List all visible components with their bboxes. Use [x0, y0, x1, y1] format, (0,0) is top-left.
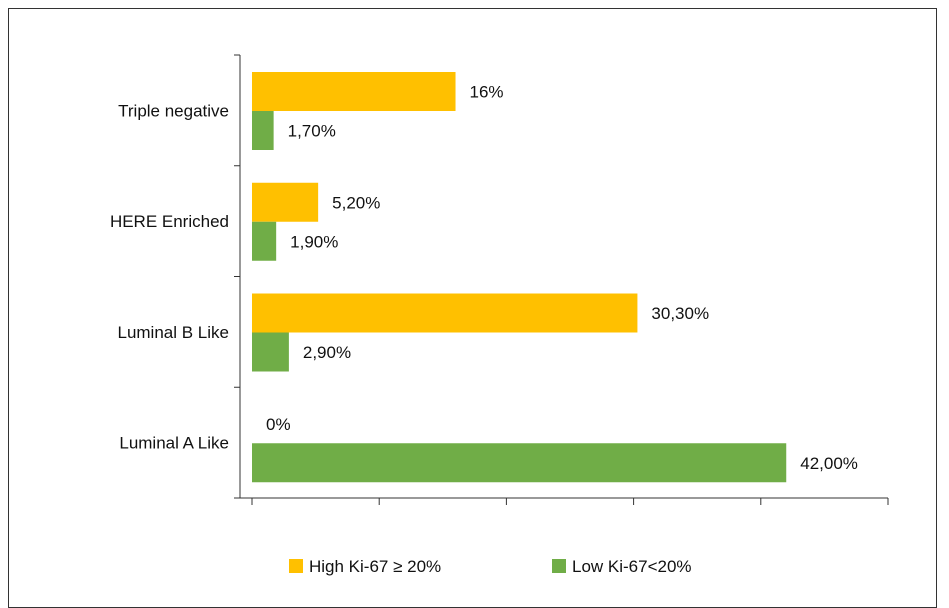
bar-high-ki-67-20-here-enriched [252, 182, 319, 222]
bar-high-ki-67-20-luminal-b-like [252, 293, 638, 333]
category-label-luminal-a-like: Luminal A Like [119, 434, 229, 453]
data-label-high-ki-67-20-triple-negative: 16% [470, 83, 504, 102]
bar-low-ki-67-20-here-enriched [252, 221, 277, 261]
data-label-low-ki-67-20-here-enriched: 1,90% [290, 232, 338, 251]
data-label-low-ki-67-20-luminal-b-like: 2,90% [303, 343, 351, 362]
legend-label-low-ki-67-20: Low Ki-67<20% [572, 557, 692, 576]
bar-low-ki-67-20-luminal-b-like [252, 332, 289, 372]
data-label-high-ki-67-20-here-enriched: 5,20% [332, 193, 380, 212]
bar-high-ki-67-20-triple-negative [252, 72, 456, 111]
legend-swatch-low-ki-67-20 [552, 559, 566, 573]
data-label-high-ki-67-20-luminal-b-like: 30,30% [651, 304, 709, 323]
category-label-here-enriched: HERE Enriched [110, 212, 229, 231]
category-label-luminal-b-like: Luminal B Like [117, 323, 229, 342]
data-label-high-ki-67-20-luminal-a-like: 0% [266, 415, 291, 434]
bar-low-ki-67-20-luminal-a-like [252, 443, 787, 483]
bar-low-ki-67-20-triple-negative [252, 111, 274, 150]
legend-label-high-ki-67-20: High Ki-67 ≥ 20% [309, 557, 441, 576]
data-label-low-ki-67-20-luminal-a-like: 42,00% [800, 454, 858, 473]
legend-swatch-high-ki-67-20 [289, 559, 303, 573]
category-label-triple-negative: Triple negative [118, 101, 229, 120]
data-label-low-ki-67-20-triple-negative: 1,70% [288, 122, 336, 141]
bar-chart: Triple negative 16% 1,70% HERE Enriched 5,20… [110, 54, 889, 576]
